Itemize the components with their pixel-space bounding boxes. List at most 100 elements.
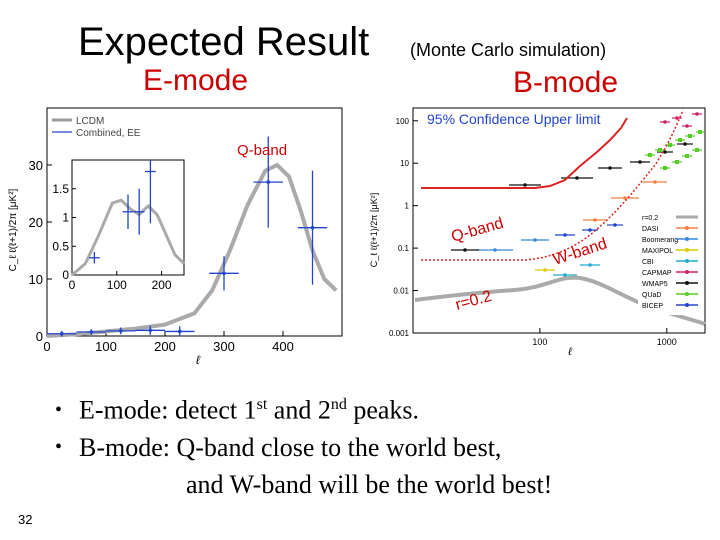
bmode-plot-frame (412, 107, 706, 334)
emode-heading: E-mode (143, 64, 249, 97)
bmode-xtick-label: 100 (532, 337, 547, 347)
experiment-point (688, 134, 692, 138)
experiment-point (698, 130, 702, 134)
experiment-point (678, 138, 682, 142)
emode-data-point (59, 331, 64, 336)
bullet-emode-post: peaks. (346, 395, 420, 425)
bmode-xlabel: ℓ (567, 346, 572, 358)
experiment-point (663, 120, 667, 124)
page-number: 32 (18, 512, 33, 527)
bullet-emode-text: E-mode: detect 1 (79, 395, 257, 425)
experiment-point (668, 143, 672, 147)
bmode-legend: r=0.2 DASI Boomerang MAXIPOL CBI CAPMAP WMAP5 Q… (638, 210, 701, 315)
emode-data-point (89, 330, 94, 334)
emode-data-point (118, 329, 123, 333)
inset-xtick-label: 200 (152, 278, 172, 292)
inset-ytick-label: 0.5 (52, 239, 69, 253)
bmode-legend-label: Boomerang (642, 237, 678, 244)
r02-label: r=0.2 (454, 288, 494, 314)
bmode-ytick-label: 100 (396, 117, 410, 126)
experiment-point (588, 228, 592, 232)
bullet-bmode-continued: and W-band will be the world best! (186, 469, 553, 499)
bullet-bmode-text: B-mode: Q-band close to the world best, (79, 432, 502, 462)
bmode-legend-marker (685, 248, 689, 252)
experiment-point (695, 148, 699, 152)
wband-upper-limit (421, 109, 684, 261)
bmode-legend-marker (685, 259, 689, 263)
experiment-point (613, 223, 617, 227)
legend-lcdm: LCDM (76, 116, 104, 127)
experiment-point (648, 153, 652, 157)
bmode-heading: B-mode (513, 66, 619, 99)
bmode-legend-label: MAXIPOL (642, 248, 673, 255)
bmode-ytick-label: 10 (400, 159, 409, 168)
emode-data-point (310, 225, 315, 230)
experiment-point (608, 166, 612, 170)
emode-data-point (266, 180, 271, 184)
experiment-point (685, 154, 689, 158)
bmode-ylabel: C_ℓ ℓ(ℓ+1)/2π [μK²] (369, 193, 379, 267)
bmode-legend-marker (685, 237, 689, 241)
bullet-bmode: • B-mode: Q-band close to the world best, (55, 429, 552, 466)
bmode-legend-label: r=0.2 (642, 215, 658, 222)
emode-data-point (222, 271, 226, 276)
experiment-point (463, 248, 467, 252)
qband-label: Q-band (449, 215, 505, 246)
experiment-point (663, 150, 667, 154)
bmode-xtick-label: 1000 (657, 337, 677, 347)
bmode-legend-label: DASI (642, 226, 658, 233)
bullet-dot: • (55, 435, 63, 458)
inset-ytick-label: 1 (62, 211, 69, 225)
emode-ytick-label: 30 (29, 158, 43, 173)
slide-title: Expected Result (78, 20, 370, 64)
experiment-point (493, 248, 497, 252)
emode-xtick-label: 300 (213, 339, 235, 354)
emode-ytick-label: 0 (36, 329, 43, 344)
experiment-point (623, 196, 627, 200)
qband-upper-limit (421, 117, 628, 189)
experiment-point (563, 273, 567, 277)
experiment-point (588, 263, 592, 267)
experiment-point (695, 112, 699, 116)
experiment-point (523, 183, 527, 187)
emode-data-point (148, 328, 153, 333)
inset-xtick-label: 0 (69, 278, 76, 292)
experiment-point (663, 166, 667, 170)
experiment-point (638, 160, 642, 164)
bmode-ytick-label: 1 (405, 202, 410, 211)
experiment-point (543, 268, 547, 272)
emode-ytick-label: 10 (29, 272, 43, 287)
experiment-point (533, 238, 537, 242)
bmode-ytick-label: 0.01 (393, 287, 409, 296)
bmode-ytick-label: 0.001 (389, 329, 410, 338)
bmode-legend-label: QUaD (642, 292, 661, 299)
bullet-emode-mid: and 2 (267, 395, 331, 425)
experiment-point (575, 176, 579, 180)
bullet-emode-sup2: nd (330, 396, 347, 413)
inset-xtick-label: 100 (107, 278, 127, 292)
bullet-emode-sup1: st (256, 396, 268, 413)
inset-ytick-label: 1.5 (52, 182, 69, 196)
emode-xlabel: ℓ (196, 353, 201, 367)
experiment-point (653, 180, 657, 184)
bmode-legend-label: BICEP (642, 303, 663, 310)
experiment-point (685, 124, 689, 128)
emode-ytick-label: 20 (29, 215, 43, 230)
bullet-emode: • E-mode: detect 1st and 2nd peaks. (55, 386, 552, 429)
emode-xtick-label: 0 (43, 339, 50, 354)
inset-ytick-label: 0 (62, 268, 69, 282)
wband-label: W-band (551, 235, 609, 268)
bmode-legend-label: CAPMAP (642, 270, 672, 277)
qband-annotation: Q-band (237, 142, 287, 159)
emode-ylabel: C_ℓ ℓ(ℓ+1)/2π [μK²] (8, 188, 19, 271)
bmode-legend-marker (685, 281, 689, 285)
experiment-point (563, 233, 567, 237)
bmode-legend-label: WMAP5 (642, 281, 668, 288)
emode-data-point (177, 329, 182, 334)
bmode-legend-marker (685, 226, 689, 230)
bmode-legend-marker (685, 303, 689, 307)
bullet-list: • E-mode: detect 1st and 2nd peaks. • B-mo… (55, 386, 552, 503)
bmode-chart: 100 10 1 0.1 0.01 0.001 100 1000 C_ℓ ℓ(ℓ+1)/2π… (369, 107, 706, 358)
bmode-legend-marker (685, 292, 689, 296)
legend-combined: Combined, EE (76, 128, 141, 139)
